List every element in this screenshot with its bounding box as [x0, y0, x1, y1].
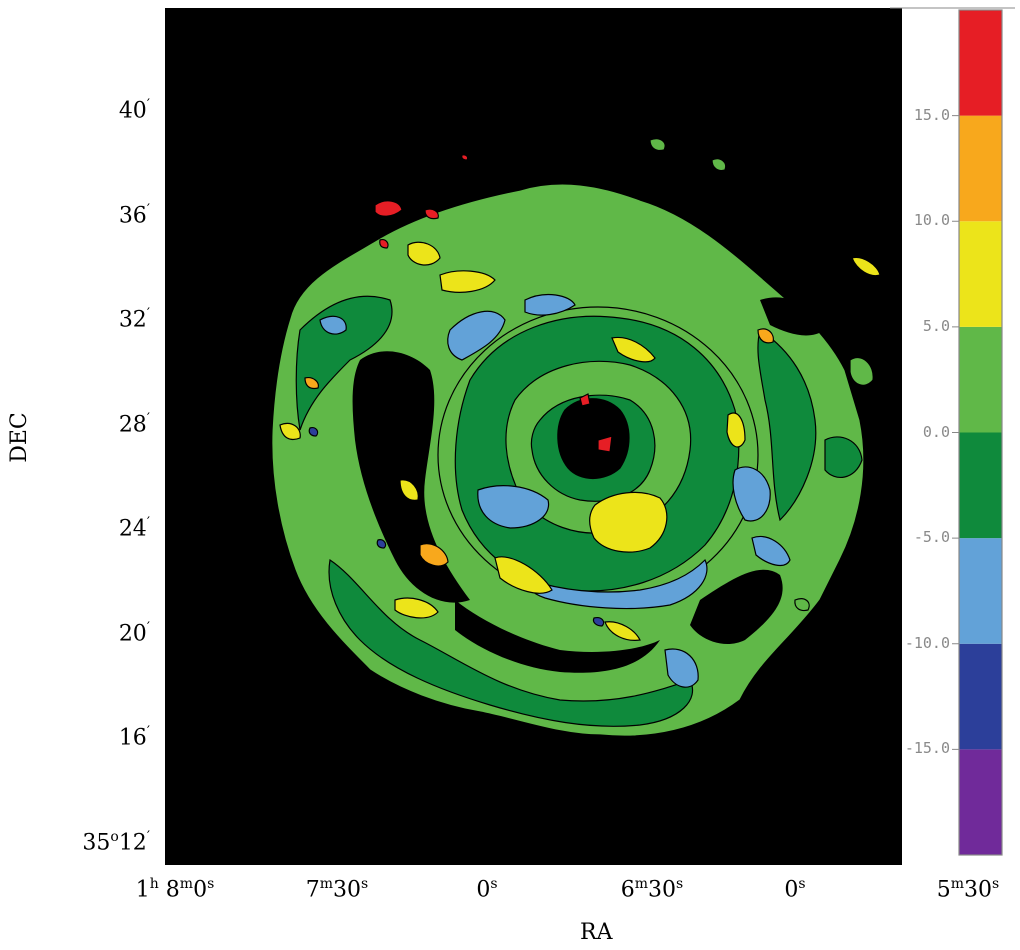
- colorbar-segment: [959, 326, 1002, 433]
- outer-ring-dark: [757, 329, 817, 522]
- y-tick-label: 24′: [118, 515, 150, 542]
- y-tick-label: 35o12′: [82, 828, 150, 855]
- colorbar-tick-label: 15.0: [913, 105, 950, 124]
- colorbar-segment: [959, 221, 1002, 327]
- darkblue-patch: [308, 427, 319, 437]
- red-patch: [461, 154, 469, 161]
- island: [649, 138, 666, 152]
- orange-patch: [304, 377, 319, 390]
- blue-patch: [751, 536, 791, 567]
- colorbar-tick-label: 0.0: [922, 422, 950, 441]
- yellow-patch: [494, 556, 553, 594]
- y-tick-degrees: 35: [82, 829, 111, 855]
- residual-field: [271, 138, 881, 737]
- y-tick-arcmin: 24: [118, 516, 147, 542]
- y-tick-arcmin: 36: [118, 202, 147, 228]
- island: [824, 436, 863, 478]
- red-patch: [379, 239, 389, 249]
- nucleus-red: [597, 435, 613, 453]
- yellow-patch: [399, 479, 419, 501]
- y-tick-label: 28′: [118, 410, 150, 437]
- y-tick-arcmin: 16: [118, 725, 147, 751]
- blue-patch: [732, 466, 771, 522]
- blue-patch: [477, 485, 550, 529]
- red-patch: [374, 200, 403, 217]
- colorbar-segment: [959, 643, 1002, 750]
- darkblue-patch: [376, 539, 387, 549]
- yellow-patch: [439, 270, 496, 293]
- blue-patch: [664, 648, 699, 688]
- island: [711, 158, 727, 172]
- gap: [690, 569, 783, 645]
- nucleus-hole: [557, 398, 630, 480]
- red-patch: [424, 208, 439, 220]
- nucleus-red: [579, 393, 591, 407]
- yellow-patch: [589, 491, 668, 553]
- yellow-patch: [279, 422, 301, 441]
- colorbar: [959, 10, 1002, 855]
- y-tick-arcmin: 20: [118, 620, 147, 646]
- colorbar-tick-label: 5.0: [922, 316, 950, 335]
- outer-ring-dark: [295, 295, 393, 431]
- blue-patch: [319, 315, 347, 335]
- island: [794, 598, 810, 612]
- y-tick-label: 16′: [118, 724, 150, 751]
- y-tick-label: 32′: [118, 306, 150, 333]
- island: [849, 357, 874, 386]
- yellow-patch: [726, 412, 746, 448]
- colorbar-segment: [959, 432, 1002, 539]
- colorbar-tick-label: -10.0: [904, 633, 950, 652]
- y-tick-arcmin: 28: [118, 411, 147, 437]
- x-axis-title: RA: [580, 920, 613, 945]
- x-tick-label: 0s: [476, 876, 498, 903]
- colorbar-segment: [959, 115, 1002, 222]
- darkblue-patch: [592, 617, 605, 627]
- y-tick-label: 20′: [118, 619, 150, 646]
- gap: [760, 297, 825, 336]
- colorbar-tick-label: 10.0: [913, 211, 950, 230]
- orange-patch: [419, 543, 449, 567]
- yellow-patch: [604, 621, 641, 641]
- gap: [352, 351, 470, 603]
- colorbar-tick-label: -15.0: [904, 739, 950, 758]
- x-tick-label: 5m30s: [936, 876, 1000, 903]
- yellow-patch: [394, 597, 439, 619]
- gap: [455, 600, 660, 673]
- blue-patch: [524, 293, 576, 316]
- x-tick-label: 0s: [784, 876, 806, 903]
- colorbar-segment: [959, 10, 1002, 116]
- x-tick-label: 6m30s: [620, 876, 684, 903]
- y-tick-arcmin: 32: [118, 307, 147, 333]
- colorbar-tick-label: -5.0: [913, 528, 950, 547]
- y-axis-title: DEC: [6, 412, 32, 463]
- blue-patch: [447, 310, 506, 361]
- yellow-patch: [611, 336, 656, 363]
- colorbar-segment: [959, 538, 1002, 644]
- outer-ring-dark: [328, 558, 694, 727]
- orange-patch: [757, 328, 774, 344]
- y-tick-arcmin: 12: [118, 829, 147, 855]
- x-tick-label: 1h 8m0s: [135, 876, 215, 903]
- yellow-patch: [407, 241, 441, 266]
- blue-patch: [527, 558, 708, 610]
- y-tick-label: 40′: [118, 97, 150, 124]
- yellow-patch: [851, 256, 881, 277]
- y-tick-label: 36′: [118, 201, 150, 228]
- colorbar-ticks: [952, 115, 959, 750]
- colorbar-segment: [959, 749, 1002, 855]
- y-tick-arcmin: 40: [118, 98, 147, 124]
- x-tick-label: 7m30s: [305, 876, 369, 903]
